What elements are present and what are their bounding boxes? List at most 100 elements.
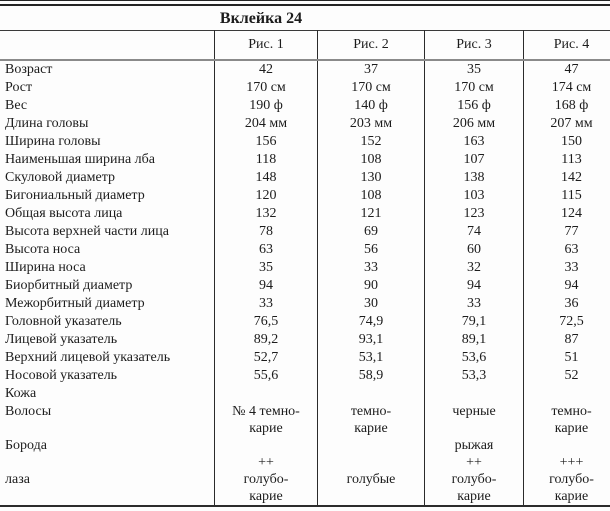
cell-value: 78 bbox=[214, 223, 318, 241]
row-label: Вес bbox=[5, 98, 28, 113]
cell-value: 90 bbox=[317, 277, 425, 295]
cell-value: 33 bbox=[317, 259, 425, 277]
table-row: Длина головы 204 мм 203 мм 206 мм 207 мм bbox=[0, 115, 610, 133]
cell-value: голубо- карие bbox=[523, 471, 610, 506]
cell-value: 124 bbox=[523, 205, 610, 223]
cell-value: 170 см bbox=[317, 79, 425, 97]
table-row: Общая высота лица 132 121 123 124 bbox=[0, 205, 610, 223]
cell-value: 94 bbox=[214, 277, 318, 295]
cell-value: 108 bbox=[317, 151, 425, 169]
cell-value: 77 bbox=[523, 223, 610, 241]
cell-value bbox=[317, 437, 425, 471]
cell-value: 89,1 bbox=[424, 331, 524, 349]
top-double-rule bbox=[0, 0, 610, 6]
column-header-fig2: Рис. 2 bbox=[317, 30, 425, 61]
cell-value: 93,1 bbox=[317, 331, 425, 349]
table-row: Биорбитный диаметр 94 90 94 94 bbox=[0, 277, 610, 295]
cell-value: 87 bbox=[523, 331, 610, 349]
row-label: лаза bbox=[5, 472, 30, 487]
column-header-fig4: Рис. 4 bbox=[523, 30, 610, 61]
row-label: Борода bbox=[5, 438, 47, 453]
cell-value: 33 bbox=[523, 259, 610, 277]
cell-value: 107 bbox=[424, 151, 524, 169]
cell-value: 72,5 bbox=[523, 313, 610, 331]
row-label: Лицевой указатель bbox=[5, 332, 118, 347]
cell-value: темно- карие bbox=[317, 403, 425, 437]
cell-value: 152 bbox=[317, 133, 425, 151]
cell-value: 108 bbox=[317, 187, 425, 205]
cell-value: 53,3 bbox=[424, 367, 524, 385]
cell-value: темно- карие bbox=[523, 403, 610, 437]
row-label: Длина головы bbox=[5, 116, 89, 131]
cell-value: 132 bbox=[214, 205, 318, 223]
cell-value: 118 bbox=[214, 151, 318, 169]
cell-value: 94 bbox=[424, 277, 524, 295]
cell-value: 63 bbox=[523, 241, 610, 259]
table-row: Межорбитный диаметр 33 30 33 36 bbox=[0, 295, 610, 313]
row-label: Ширина головы bbox=[5, 134, 101, 149]
cell-value: голубо- карие bbox=[214, 471, 318, 506]
cell-value: 36 bbox=[523, 295, 610, 313]
header-empty-cell bbox=[0, 30, 215, 61]
cell-value: голубо- карие bbox=[424, 471, 524, 506]
cell-value: 47 bbox=[523, 60, 610, 79]
cell-value: 37 bbox=[317, 60, 425, 79]
cell-value: 63 bbox=[214, 241, 318, 259]
cell-value bbox=[317, 385, 425, 403]
table-row: Верхний лицевой указатель 52,7 53,1 53,6 51 bbox=[0, 349, 610, 367]
table-title: Вклейка 24 bbox=[219, 10, 303, 27]
cell-value: 55,6 bbox=[214, 367, 318, 385]
cell-value: 33 bbox=[214, 295, 318, 313]
row-label: Кожа bbox=[5, 386, 37, 401]
row-label: Наименьшая ширина лба bbox=[5, 152, 155, 167]
row-label: Возраст bbox=[5, 62, 53, 77]
row-label: Верхний лицевой указатель bbox=[5, 350, 171, 365]
table-row: Лицевой указатель 89,2 93,1 89,1 87 bbox=[0, 331, 610, 349]
cell-value: 42 bbox=[214, 60, 318, 79]
table-row: Высота верхней части лица 78 69 74 77 bbox=[0, 223, 610, 241]
table-row: Ширина носа 35 33 32 33 bbox=[0, 259, 610, 277]
table-row: Наименьшая ширина лба 118 108 107 113 bbox=[0, 151, 610, 169]
table-row: Возраст 42 37 35 47 bbox=[0, 60, 610, 79]
table-row: Волосы № 4 темно- карие темно- карие черные… bbox=[0, 403, 610, 437]
cell-value: 74 bbox=[424, 223, 524, 241]
table-row: Носовой указатель 55,6 58,9 53,3 52 bbox=[0, 367, 610, 385]
table-body: Возраст 42 37 35 47 Рост 170 см 170 см 170 см 174… bbox=[0, 60, 610, 506]
cell-value: +++ bbox=[523, 437, 610, 471]
cell-value: черные bbox=[424, 403, 524, 437]
cell-value: 123 bbox=[424, 205, 524, 223]
cell-value: 53,1 bbox=[317, 349, 425, 367]
cell-value: 140 ф bbox=[317, 97, 425, 115]
table-row: Высота носа 63 56 60 63 bbox=[0, 241, 610, 259]
cell-value: 35 bbox=[424, 60, 524, 79]
row-label: Высота носа bbox=[5, 242, 81, 257]
row-label: Высота верхней части лица bbox=[5, 224, 169, 239]
cell-value: 207 мм bbox=[523, 115, 610, 133]
cell-value: 33 bbox=[424, 295, 524, 313]
cell-value: 206 мм bbox=[424, 115, 524, 133]
cell-value: 113 bbox=[523, 151, 610, 169]
column-header-fig1: Рис. 1 bbox=[214, 30, 318, 61]
table-row: Рост 170 см 170 см 170 см 174 см bbox=[0, 79, 610, 97]
cell-value: 174 см bbox=[523, 79, 610, 97]
cell-value: 148 bbox=[214, 169, 318, 187]
table-row: Ширина головы 156 152 163 150 bbox=[0, 133, 610, 151]
column-header-fig3: Рис. 3 bbox=[424, 30, 524, 61]
cell-value bbox=[214, 385, 318, 403]
cell-value: 30 bbox=[317, 295, 425, 313]
cell-value: 156 ф bbox=[424, 97, 524, 115]
cell-value: 150 bbox=[523, 133, 610, 151]
cell-value: 79,1 bbox=[424, 313, 524, 331]
cell-value: 32 bbox=[424, 259, 524, 277]
row-label: Бигониальный диаметр bbox=[5, 188, 145, 203]
table-row: Вес 190 ф 140 ф 156 ф 168 ф bbox=[0, 97, 610, 115]
anthropometry-table: Рис. 1 Рис. 2 Рис. 3 Рис. 4 Возраст 42 37 3… bbox=[0, 30, 610, 507]
cell-value: рыжая ++ bbox=[424, 437, 524, 471]
table-row: Борода ++ рыжая ++ +++ bbox=[0, 437, 610, 471]
cell-value: 69 bbox=[317, 223, 425, 241]
cell-value: 53,6 bbox=[424, 349, 524, 367]
table-row: Кожа bbox=[0, 385, 610, 403]
cell-value: 138 bbox=[424, 169, 524, 187]
cell-value: № 4 темно- карие bbox=[214, 403, 318, 437]
